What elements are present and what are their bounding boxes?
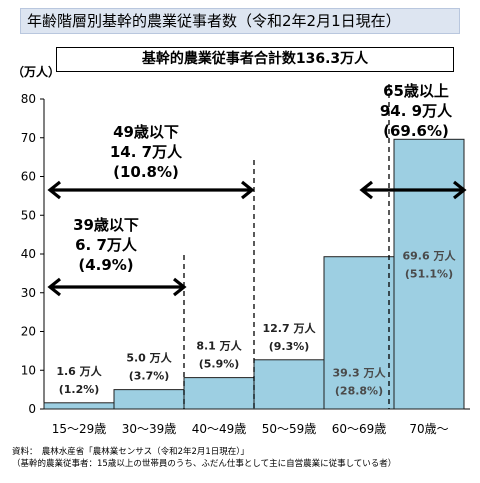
annotation-39-and-under: 39歳以下 6. 7万人 (4.9%) [73,216,139,274]
annotation-49-and-under-line: (10.8%) [113,163,179,181]
bar-value-label: 12.7 万人 [263,321,317,335]
annotation-65-and-over-line: 65歳以上 [383,82,449,100]
source-notes: 資料： 農林水産省「農林業センサス（令和2年2月1日現在）」 （基幹的農業従事者… [12,446,396,470]
bar-percent-label: (51.1%) [405,267,453,280]
annotation-49-and-under: 49歳以下 14. 7万人 (10.8%) [110,123,183,181]
y-tick-label: 20 [21,325,36,339]
source-note-line-2: （基幹的農業従事者：15歳以上の世帯員のうち、ふだん仕事として主に自営農業に従事… [12,459,397,469]
bar-value-label: 69.6 万人 [403,248,457,262]
arrow-39-and-under [47,277,187,297]
annotation-39-and-under-line: (4.9%) [78,256,133,274]
x-tick-label: 15～29歳 [52,422,107,436]
bar-6 [393,138,465,410]
x-tick-label: 60～69歳 [332,422,387,436]
annotation-65-and-over: 65歳以上 94. 9万人 (69.6%) [380,82,453,140]
y-tick-label: 70 [21,131,36,145]
arrow-49-and-under [47,180,255,200]
y-tick-label: 80 [21,92,36,106]
y-tick-label: 50 [21,208,36,222]
bar-value-label: 39.3 万人 [333,366,387,380]
annotation-65-and-over-line: (69.6%) [383,122,449,140]
bar-value-label: 1.6 万人 [56,364,102,378]
x-tick-label: 70歳～ [409,422,448,436]
y-tick-label: 10 [21,363,36,377]
y-tick-label: 60 [21,170,36,184]
bar-4 [253,359,325,410]
bar-value-label: 5.0 万人 [126,351,172,365]
annotation-65-and-over-line: 94. 9万人 [380,102,453,120]
annotation-49-and-under-line: 14. 7万人 [110,143,183,161]
arrow-65-and-over [359,180,467,200]
x-tick-label: 30～39歳 [122,422,177,436]
y-tick-label: 40 [21,247,36,261]
source-note-line-1: 資料： 農林水産省「農林業センサス（令和2年2月1日現在）」 [12,447,250,457]
chart-subtitle: 基幹的農業従事者合計数136.3万人 [56,47,454,72]
annotation-39-and-under-line: 39歳以下 [73,216,139,234]
bar-value-label: 8.1 万人 [196,339,242,353]
bar-percent-label: (5.9%) [199,358,240,371]
y-axis-unit-label: （万人） [12,65,61,79]
bar-percent-label: (1.2%) [59,383,100,396]
annotation-39-and-under-line: 6. 7万人 [75,236,138,254]
x-tick-label: 50～59歳 [262,422,317,436]
bar-percent-label: (3.7%) [129,370,170,383]
y-tick-label: 30 [21,286,36,300]
bar-5 [323,256,395,410]
bar-2 [113,389,185,410]
bar-1 [43,402,115,410]
x-tick-label: 40～49歳 [192,422,247,436]
bar-percent-label: (9.3%) [269,340,310,353]
chart-title: 年齢階層別基幹的農業従事者数（令和2年2月1日現在） [20,8,460,34]
annotation-49-and-under-line: 49歳以下 [113,123,179,141]
bar-percent-label: (28.8%) [335,385,383,398]
bar-3 [183,377,255,410]
y-tick-label: 0 [28,402,36,416]
